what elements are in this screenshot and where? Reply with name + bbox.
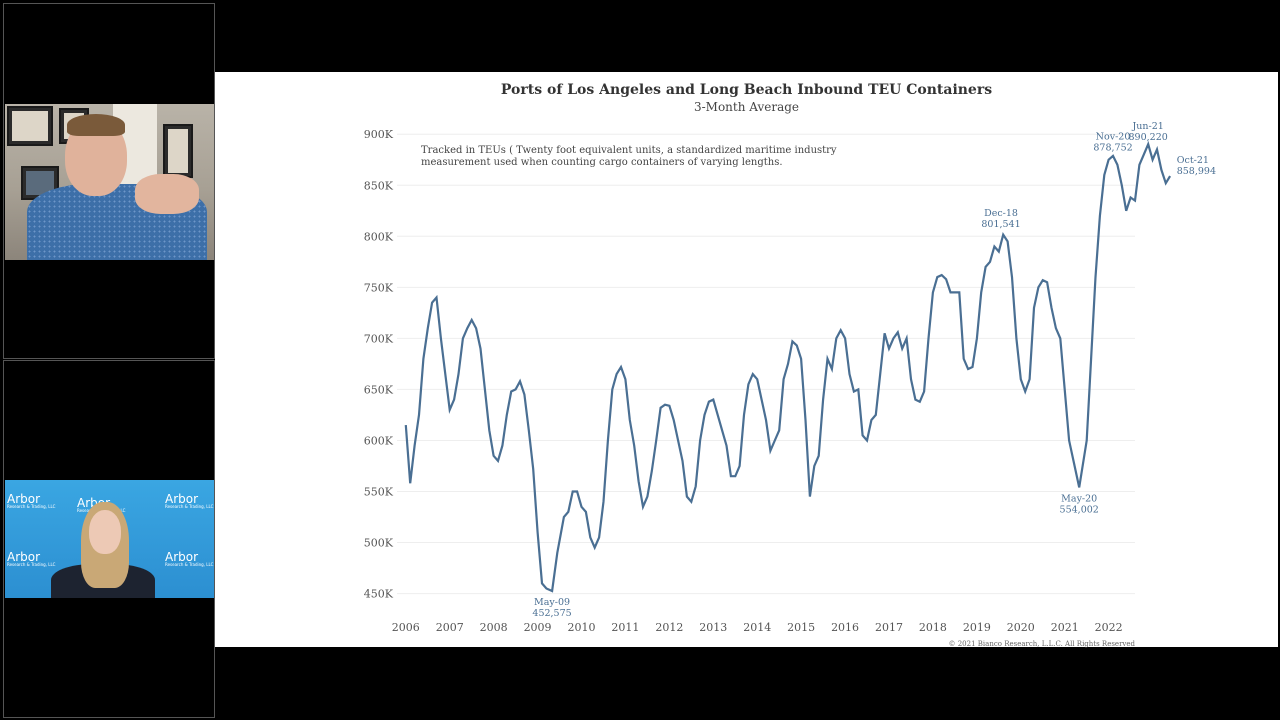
y-tick-label: 600K bbox=[364, 434, 394, 447]
presenter-hand bbox=[135, 174, 199, 214]
annotation-label: Jun-21 bbox=[1132, 121, 1164, 132]
y-tick-label: 700K bbox=[364, 332, 394, 345]
x-tick-label: 2010 bbox=[568, 621, 596, 634]
series-line bbox=[404, 140, 1172, 593]
chart-note: Tracked in TEUs ( Twenty foot equivalent… bbox=[421, 145, 837, 168]
x-tick-label: 2020 bbox=[1007, 621, 1035, 634]
x-tick-label: 2006 bbox=[392, 621, 420, 634]
copyright-text: © 2021 Bianco Research, L.L.C. All Right… bbox=[948, 640, 1136, 648]
presenter-1-video bbox=[5, 104, 214, 260]
chart-subtitle: 3-Month Average bbox=[693, 100, 800, 114]
video-tile-1[interactable] bbox=[3, 3, 215, 359]
shared-slide: Ports of Los Angeles and Long Beach Inbo… bbox=[215, 72, 1278, 648]
x-tick-label: 2018 bbox=[919, 621, 947, 634]
y-axis-ticks: 450K 500K 550K 600K 650K 700K 750K 800K 850K 900K bbox=[364, 128, 394, 600]
x-tick-label: 2015 bbox=[787, 621, 815, 634]
presenter-2-video: Arbor Research & Trading, LLC Arbor Resear… bbox=[5, 480, 214, 598]
x-axis-ticks: 2006 2007 2008 2009 2010 2011 2012 2013 2014 2015… bbox=[392, 621, 1123, 634]
x-tick-label: 2022 bbox=[1095, 621, 1123, 634]
annotation-value: 554,002 bbox=[1060, 504, 1099, 515]
y-tick-label: 850K bbox=[364, 179, 394, 192]
x-tick-label: 2014 bbox=[743, 621, 771, 634]
x-tick-label: 2016 bbox=[831, 621, 859, 634]
y-tick-label: 800K bbox=[364, 230, 394, 243]
annotation-label: May-20 bbox=[1061, 493, 1097, 504]
teu-line-chart: 450K 500K 550K 600K 650K 700K 750K 800K 850K 900K… bbox=[364, 121, 1216, 634]
presenter-2-head bbox=[89, 510, 121, 554]
y-tick-label: 550K bbox=[364, 486, 394, 499]
y-tick-label: 450K bbox=[364, 588, 394, 601]
x-tick-label: 2012 bbox=[655, 621, 683, 634]
annotation-label: May-09 bbox=[534, 597, 570, 608]
x-tick-label: 2009 bbox=[524, 621, 552, 634]
grid-lines bbox=[397, 133, 1135, 595]
annotation-value: 858,994 bbox=[1177, 166, 1216, 177]
wall-frame bbox=[163, 124, 193, 178]
x-tick-label: 2008 bbox=[480, 621, 508, 634]
presenter-hair bbox=[67, 114, 125, 136]
y-tick-label: 900K bbox=[364, 128, 394, 141]
x-tick-label: 2019 bbox=[963, 621, 991, 634]
x-tick-label: 2011 bbox=[611, 621, 639, 634]
annotation-value: 452,575 bbox=[532, 608, 571, 619]
chart-title: Ports of Los Angeles and Long Beach Inbo… bbox=[500, 82, 993, 98]
y-tick-label: 650K bbox=[364, 383, 394, 396]
annotation-value: 890,220 bbox=[1129, 132, 1168, 143]
annotation-value: 878,752 bbox=[1093, 142, 1132, 153]
x-tick-label: 2017 bbox=[875, 621, 903, 634]
annotation-value: 801,541 bbox=[981, 219, 1020, 230]
annotation-label: Oct-21 bbox=[1177, 155, 1209, 166]
wall-frame bbox=[7, 106, 53, 146]
x-tick-label: 2007 bbox=[436, 621, 464, 634]
annotation-label: Dec-18 bbox=[984, 208, 1018, 219]
y-tick-label: 750K bbox=[364, 281, 394, 294]
annotation-label: Nov-20 bbox=[1096, 131, 1131, 142]
video-tile-2[interactable]: Arbor Research & Trading, LLC Arbor Resear… bbox=[3, 360, 215, 718]
y-tick-label: 500K bbox=[364, 537, 394, 550]
x-tick-label: 2021 bbox=[1051, 621, 1079, 634]
x-tick-label: 2013 bbox=[699, 621, 727, 634]
